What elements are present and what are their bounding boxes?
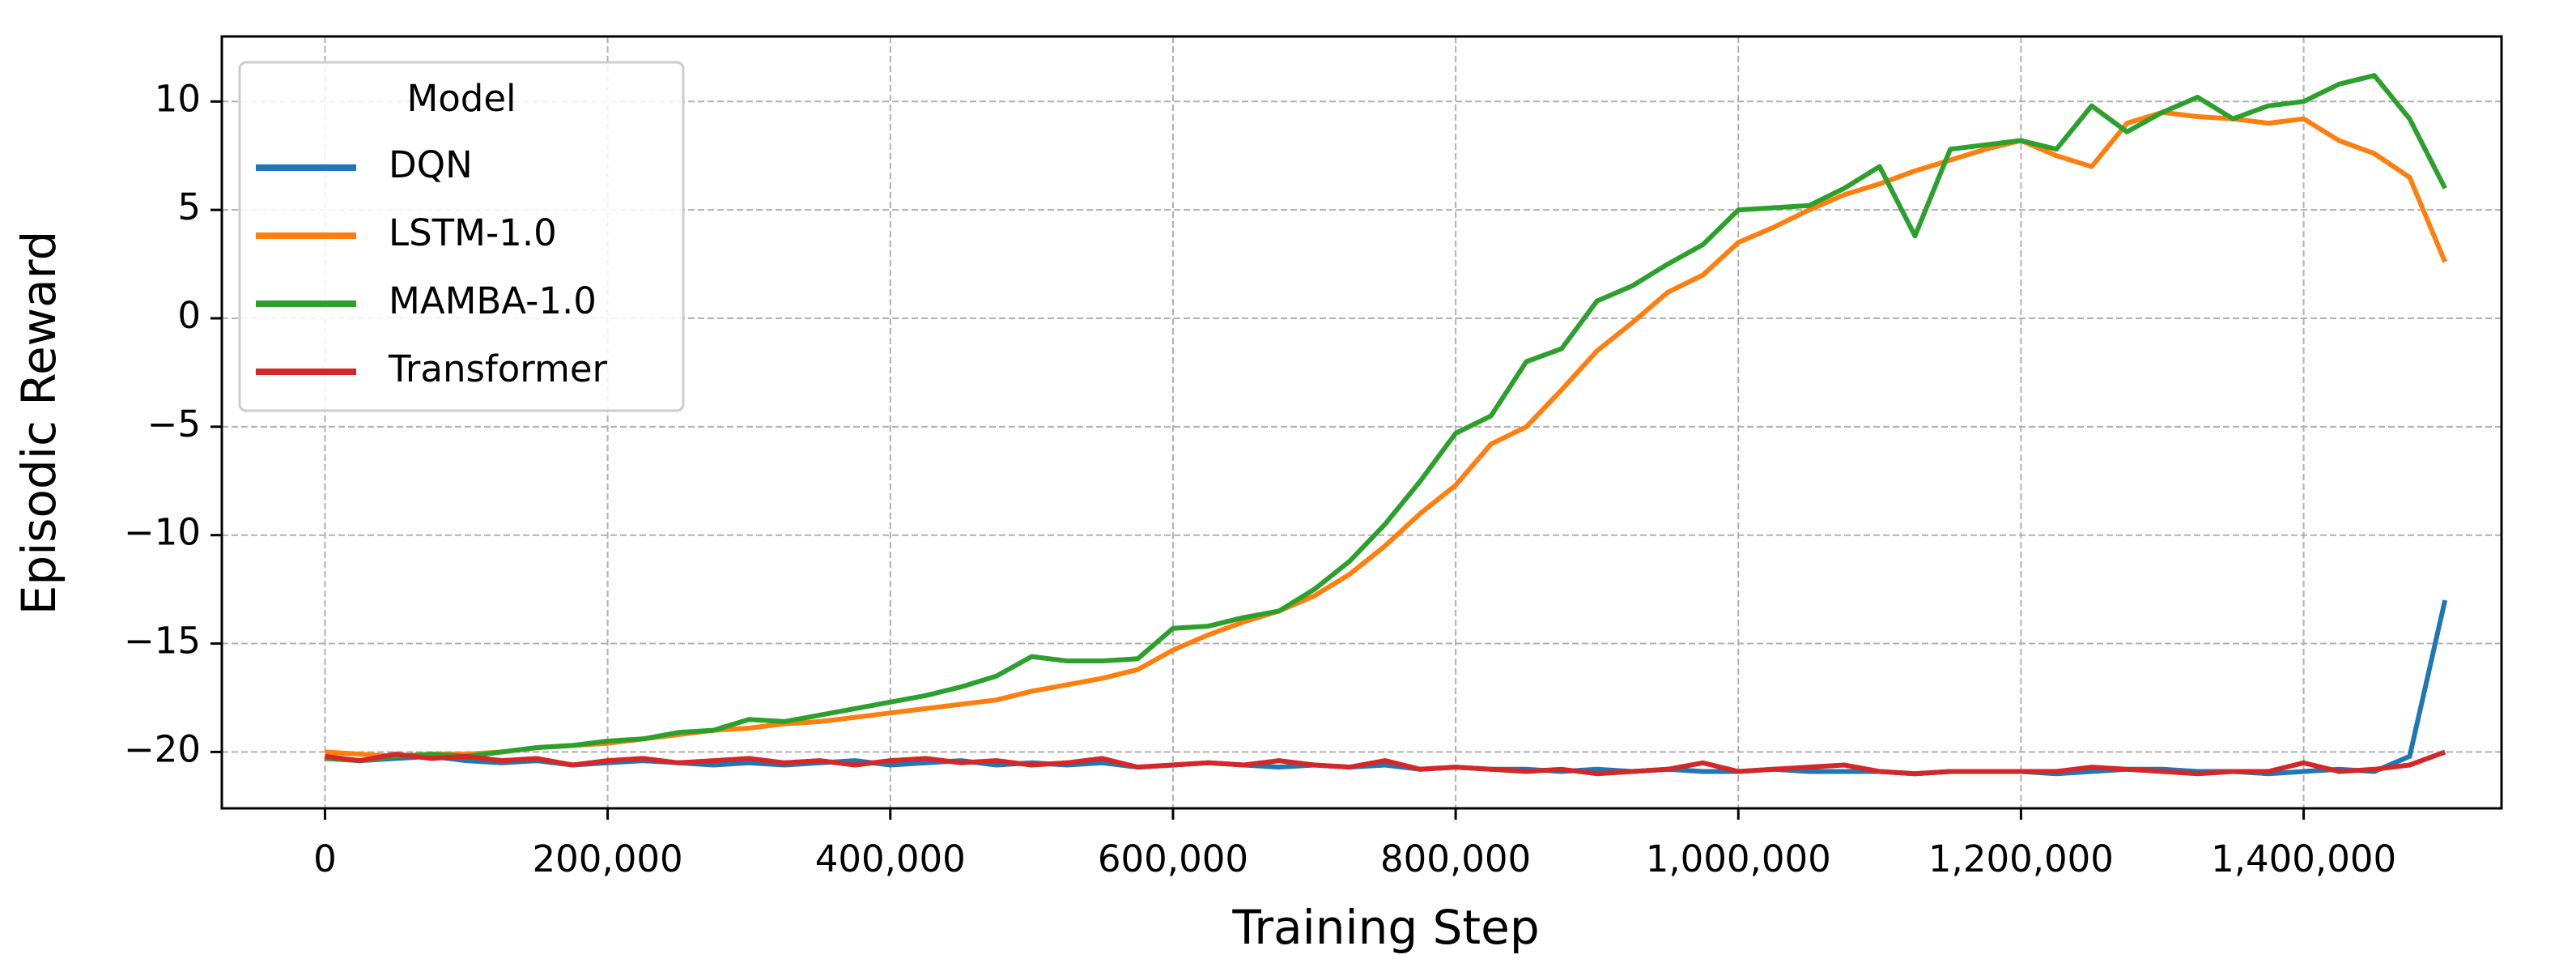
y-tick-label: 5 xyxy=(177,185,201,228)
legend: Model DQN LSTM-1.0 MAMBA-1.0 Transformer xyxy=(238,61,685,412)
series-line xyxy=(325,73,2447,764)
y-tick-label: −5 xyxy=(147,403,201,445)
x-tick-label: 800,000 xyxy=(1380,837,1531,880)
legend-label: MAMBA-1.0 xyxy=(389,279,597,322)
x-tick-label: 600,000 xyxy=(1098,837,1248,880)
y-tick-label: −20 xyxy=(124,727,201,770)
plot-frame xyxy=(220,35,2503,810)
x-axis-label: Training Step xyxy=(1231,900,1539,955)
y-tick-label: −15 xyxy=(124,620,201,663)
legend-label: DQN xyxy=(389,143,473,186)
legend-box xyxy=(238,61,685,412)
x-tick-label: 400,000 xyxy=(815,837,966,880)
y-tick-label: −10 xyxy=(124,511,201,554)
y-axis-label: Episodic Reward xyxy=(11,231,66,616)
legend-label: LSTM-1.0 xyxy=(389,211,557,254)
series-line xyxy=(325,599,2448,777)
legend-label: Transformer xyxy=(388,347,608,390)
y-tick-label: 0 xyxy=(177,294,201,337)
x-tick-label: 200,000 xyxy=(533,837,683,880)
x-tick-label: 0 xyxy=(313,837,337,880)
y-tick-label: 10 xyxy=(155,77,201,120)
series-line xyxy=(325,749,2446,777)
x-tick-label: 1,200,000 xyxy=(1928,837,2114,880)
x-tick-label: 1,000,000 xyxy=(1646,837,1831,880)
x-tick-label: 1,400,000 xyxy=(2211,837,2396,880)
legend-title: Model xyxy=(406,77,516,120)
